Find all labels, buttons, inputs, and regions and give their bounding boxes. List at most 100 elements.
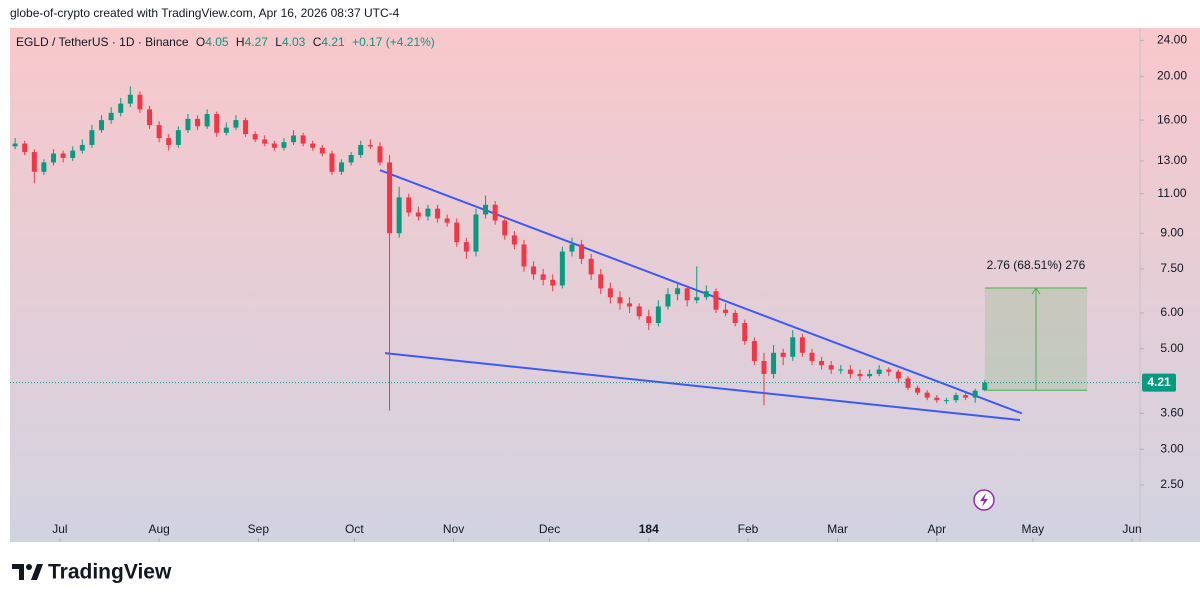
- candle-body: [982, 382, 988, 391]
- candle-body: [684, 288, 690, 301]
- candle-body: [646, 316, 652, 324]
- attribution: globe-of-crypto created with TradingView…: [10, 6, 400, 20]
- x-tick-label: Dec: [539, 522, 560, 536]
- measure-label: 2.76 (68.51%) 276: [987, 258, 1086, 272]
- candle-body: [934, 397, 940, 401]
- candle-body: [367, 144, 373, 147]
- candle-body: [924, 392, 930, 398]
- candle-body: [732, 312, 738, 324]
- y-tick-label: 5.00: [1160, 341, 1184, 355]
- ohlc-value: 4.27: [245, 35, 269, 49]
- candle-body: [953, 395, 959, 401]
- candle-body: [771, 352, 777, 374]
- candle-body: [761, 360, 767, 374]
- candle-body: [809, 352, 815, 361]
- candle-body: [857, 373, 863, 377]
- candle-body: [713, 291, 719, 310]
- candle-body: [492, 204, 498, 221]
- candle-body: [847, 369, 853, 374]
- candle-body: [675, 288, 681, 295]
- x-tick-label: Feb: [738, 522, 759, 536]
- ohlc-label: H: [236, 35, 245, 49]
- candle-body: [838, 369, 844, 371]
- symbol-header: EGLD / TetherUS · 1D · Binance O4.05 H4.…: [16, 35, 435, 49]
- ohlc-value: 4.05: [205, 35, 229, 49]
- candle-body: [291, 135, 297, 143]
- candle-body: [396, 197, 402, 234]
- candle-body: [300, 135, 306, 144]
- candle-body: [223, 127, 229, 133]
- candle-body: [41, 162, 47, 172]
- candle-body: [137, 94, 143, 110]
- candle-body: [252, 134, 258, 140]
- candle-body: [79, 144, 85, 151]
- brand: TradingView: [48, 561, 172, 584]
- candle-body: [185, 118, 191, 131]
- candle-body: [358, 144, 364, 155]
- plot: 2.76 (68.51%) 276: [10, 86, 1140, 422]
- y-tick-label: 13.00: [1157, 153, 1187, 167]
- lightning-icon: [973, 489, 995, 511]
- candle-body: [156, 125, 162, 139]
- candle-body: [963, 395, 969, 398]
- candle-body: [204, 114, 210, 127]
- candle-body: [742, 323, 748, 342]
- candle-body: [415, 212, 421, 217]
- candle-body: [531, 266, 537, 275]
- ohlc-value: 4.03: [282, 35, 306, 49]
- candle-body: [819, 360, 825, 366]
- ohlc-label: O: [196, 35, 205, 49]
- x-tick-label: 184: [639, 522, 659, 536]
- candle-body: [569, 244, 575, 252]
- candle-body: [329, 153, 335, 172]
- candle-body: [579, 244, 585, 259]
- candle-body: [972, 390, 978, 398]
- y-tick-label: 3.60: [1160, 406, 1184, 420]
- y-tick-label: 9.00: [1160, 225, 1184, 239]
- candle-body: [31, 152, 37, 172]
- candle-body: [444, 218, 450, 223]
- candle-body: [339, 162, 345, 172]
- candle-body: [703, 291, 709, 298]
- candle-body: [377, 146, 383, 163]
- candle-body: [607, 288, 613, 298]
- candle-body: [108, 112, 114, 121]
- candle-body: [348, 154, 354, 163]
- y-tick-label: 16.00: [1157, 112, 1187, 126]
- candle-body: [281, 142, 287, 148]
- candle-body: [425, 208, 431, 217]
- candle-body: [511, 235, 517, 245]
- x-tick-label: Jul: [52, 522, 67, 536]
- candle-body: [262, 139, 268, 144]
- candle-body: [195, 118, 201, 127]
- candle-body: [22, 143, 28, 153]
- candle-body: [876, 369, 882, 374]
- candle-body: [915, 387, 921, 393]
- symbol: EGLD / TetherUS · 1D · Binance: [16, 35, 189, 49]
- candle-body: [147, 109, 153, 126]
- x-tick-label: Aug: [148, 522, 169, 536]
- candle-body: [617, 297, 623, 304]
- y-tick-label: 6.00: [1160, 305, 1184, 319]
- candle-body: [166, 138, 172, 145]
- x-tick-label: Oct: [345, 522, 364, 536]
- measure-arrow: [1031, 287, 1041, 391]
- candle-body: [463, 242, 469, 252]
- y-tick-label: 2.50: [1160, 477, 1184, 491]
- candle-body: [521, 244, 527, 267]
- candle-body: [233, 120, 239, 128]
- candle-body: [127, 94, 133, 104]
- candle-body: [60, 153, 66, 158]
- candle-body: [886, 369, 892, 372]
- candle-body: [12, 143, 18, 147]
- candle-body: [588, 258, 594, 275]
- candle-body: [473, 214, 479, 252]
- candle-body: [387, 162, 393, 234]
- plot-background: [10, 28, 1200, 542]
- candle-body: [89, 130, 95, 145]
- candle-body: [406, 197, 412, 213]
- candle-body: [665, 294, 671, 307]
- x-tick-label: Jun: [1122, 522, 1141, 536]
- candle-body: [799, 337, 805, 353]
